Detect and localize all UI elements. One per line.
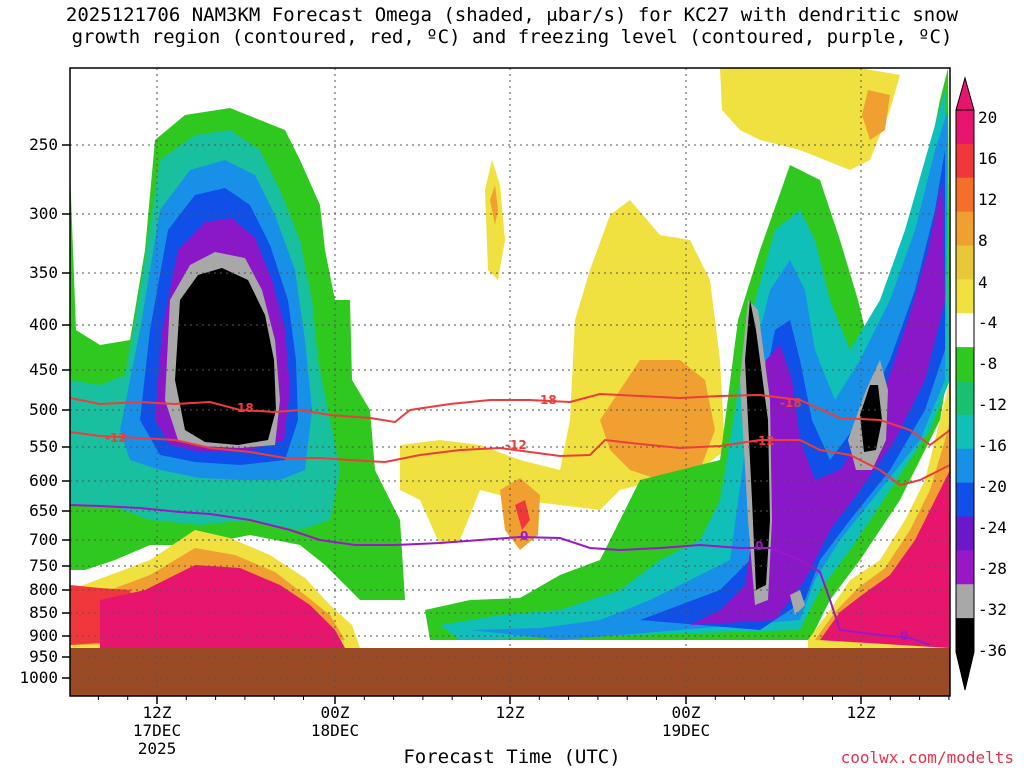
- omega-region-black-left: [175, 268, 276, 445]
- colorbar-swatch: [956, 110, 974, 145]
- colorbar-swatch: [956, 584, 974, 619]
- y-tick-label: 850: [29, 603, 58, 622]
- y-tick-label: 450: [29, 360, 58, 379]
- colorbar-swatch: [956, 279, 974, 314]
- colorbar-swatch: [956, 448, 974, 484]
- y-tick-label: 1000: [19, 668, 58, 687]
- contour-label-minus18-mid: -18: [535, 393, 557, 407]
- colorbar-label: -12: [978, 395, 1007, 414]
- omega-region-yellow-top-right: [720, 68, 900, 170]
- colorbar-label: -24: [978, 518, 1007, 537]
- y-tick-label: 300: [29, 204, 58, 223]
- x-tick-label: 18DEC: [311, 721, 359, 740]
- colorbar: 20 16 12 8 4 -4 -8 -12 -16 -20 -24 -28 -32 -36: [955, 76, 1007, 691]
- y-tick-label: 900: [29, 626, 58, 645]
- x-axis-title: Forecast Time (UTC): [403, 746, 621, 768]
- y-tick-label: 350: [29, 263, 58, 282]
- contour-minus12: [70, 431, 950, 487]
- contour-label-zero-far: 0: [900, 629, 908, 643]
- y-tick-label: 250: [29, 135, 58, 154]
- terrain-block: [70, 648, 950, 696]
- omega-region-orange-spike: [490, 185, 498, 225]
- y-tick-label: 800: [29, 580, 58, 599]
- omega-region-black-spike: [745, 300, 770, 590]
- omega-region-pink-lowleft: [100, 565, 345, 648]
- chart-title-line2: growth region (contoured, red, ºC) and f…: [71, 26, 953, 48]
- colorbar-label: -32: [978, 600, 1007, 619]
- contour-label-zero-mid: 0: [520, 529, 528, 543]
- colorbar-swatch: [956, 347, 974, 382]
- x-tick-label: 2025: [138, 739, 177, 758]
- y-tick-label: 750: [29, 556, 58, 575]
- chart-title-line1: 2025121706 NAM3KM Forecast Omega (shaded…: [65, 4, 959, 26]
- x-tick-label: 00Z: [321, 703, 350, 722]
- contour-label-minus12-right: -12: [753, 434, 775, 448]
- y-axis: 250 300 350 400 450 500 550 600 650 700 750 800 850 9…: [19, 135, 70, 687]
- omega-region-orange-top-right: [862, 90, 890, 140]
- colorbar-label: 12: [978, 190, 997, 209]
- colorbar-swatch: [956, 177, 974, 213]
- colorbar-swatch: [956, 381, 974, 416]
- colorbar-swatch: [956, 550, 974, 585]
- contour-lines: -18 -18 -18 -12 -12 -12 0 0 0: [70, 392, 950, 646]
- omega-region-pink-lowright: [820, 470, 950, 648]
- grid-lines: [70, 68, 950, 696]
- y-tick-label: 950: [29, 647, 58, 666]
- x-tick-label: 12Z: [143, 703, 172, 722]
- colorbar-swatch: [956, 313, 974, 348]
- omega-region-black-right: [860, 385, 882, 452]
- colorbar-swatch: [956, 482, 974, 517]
- contour-label-zero-right: 0: [755, 539, 763, 553]
- colorbar-swatch: [956, 414, 974, 450]
- contour-label-minus12-mid: -12: [505, 438, 527, 452]
- colorbar-max-arrow: [955, 76, 975, 111]
- contour-zero: [70, 504, 931, 646]
- y-tick-label: 600: [29, 471, 58, 490]
- omega-shading: [70, 68, 950, 696]
- colorbar-label: 16: [978, 149, 997, 168]
- colorbar-swatch: [956, 516, 974, 551]
- colorbar-label: -8: [978, 354, 997, 373]
- colorbar-label: 20: [978, 108, 997, 127]
- y-tick-label: 500: [29, 400, 58, 419]
- y-tick-label: 650: [29, 501, 58, 520]
- x-tick-label: 19DEC: [662, 721, 710, 740]
- colorbar-swatch: [956, 211, 974, 246]
- colorbar-label: -36: [978, 641, 1007, 660]
- credit-link[interactable]: coolwx.com/modelts: [840, 748, 1014, 767]
- omega-region-orange-center: [600, 360, 715, 480]
- colorbar-min-arrow: [955, 651, 975, 691]
- omega-region-gray-blob: [790, 590, 805, 615]
- x-tick-label: 00Z: [672, 703, 701, 722]
- y-tick-label: 700: [29, 530, 58, 549]
- colorbar-swatch: [956, 245, 974, 280]
- contour-minus18: [70, 392, 950, 447]
- x-tick-label: 12Z: [847, 703, 876, 722]
- colorbar-label: 8: [978, 231, 988, 250]
- colorbar-label: -28: [978, 559, 1007, 578]
- omega-region-purple-lowcenter: [690, 180, 945, 625]
- colorbar-swatch: [956, 143, 974, 179]
- contour-label-minus12-left: -12: [105, 431, 127, 445]
- chart-title: 2025121706 NAM3KM Forecast Omega (shaded…: [0, 4, 1024, 48]
- colorbar-label: -4: [978, 313, 997, 332]
- colorbar-label: 4: [978, 273, 988, 292]
- contour-label-minus18-right: -18: [780, 396, 802, 410]
- y-tick-label: 400: [29, 315, 58, 334]
- colorbar-label: -16: [978, 436, 1007, 455]
- colorbar-label: -20: [978, 477, 1007, 496]
- x-tick-label: 12Z: [496, 703, 525, 722]
- contour-label-minus18-left: -18: [232, 401, 254, 415]
- colorbar-swatch: [956, 618, 974, 653]
- y-tick-label: 550: [29, 437, 58, 456]
- x-tick-label: 17DEC: [133, 721, 181, 740]
- omega-region-red-blob: [515, 500, 530, 530]
